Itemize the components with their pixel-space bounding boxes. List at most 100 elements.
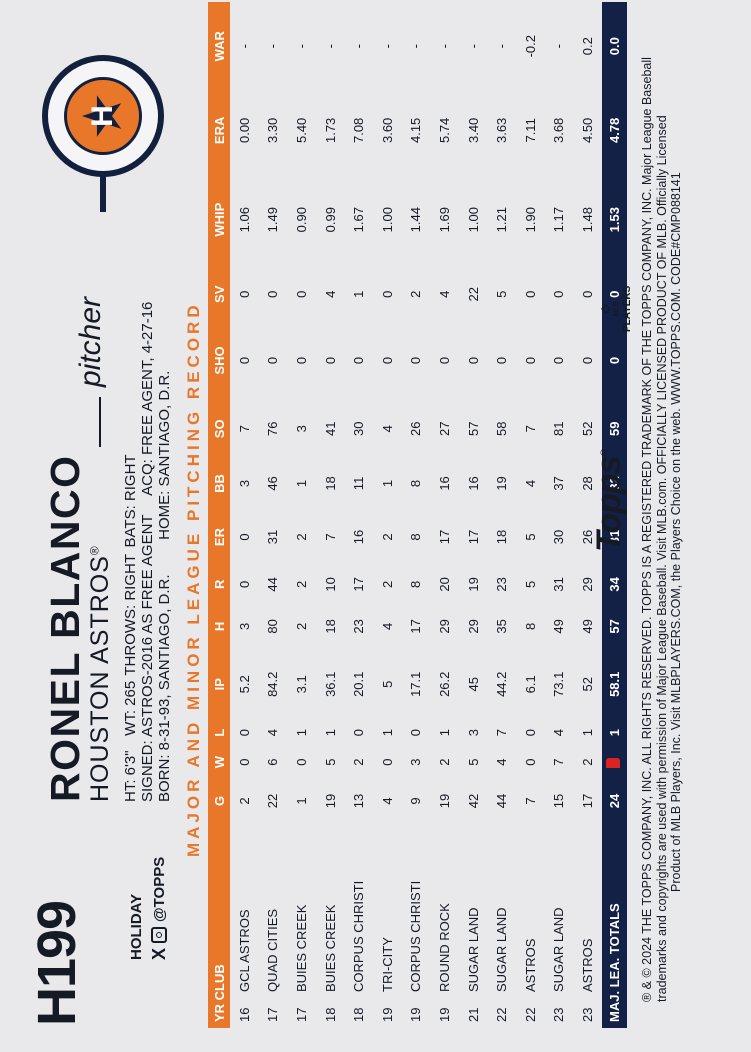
astros-logo: ★ H [42, 55, 164, 177]
cell-w: 5 [465, 758, 481, 766]
team-name: HOUSTON ASTROS [86, 555, 114, 802]
cell-era: 1.73 [322, 117, 338, 144]
cell-g: 22 [265, 793, 281, 809]
cell-er: 0 [236, 533, 252, 541]
cell-club: TRI-CITY [379, 937, 395, 992]
cell-l: 7 [494, 729, 510, 737]
cell-sho: 0 [293, 356, 309, 365]
bio-born: BORN: 8-31-93, SANTIAGO, D.R. [156, 574, 173, 802]
bio-line-1: HT: 6'3" WT: 265 THROWS: RIGHT BATS: RIG… [122, 302, 139, 802]
cell-er: 17 [436, 529, 452, 545]
players-diamond-icon: ◇ [598, 304, 612, 314]
cell-ip: 36.1 [322, 671, 338, 697]
cell-so: 7 [522, 425, 538, 433]
card-number: H199 [27, 900, 87, 1026]
position-dash [99, 397, 101, 447]
cell-sho: 0 [465, 356, 481, 365]
header-ip: IP [208, 647, 230, 722]
cell-club: CORPUS CHRISTI [408, 880, 424, 992]
cell-sho: 0 [265, 356, 281, 365]
cell-sho: 0 [351, 356, 367, 365]
cell-whip: 1.06 [236, 207, 252, 233]
cell-club: SUGAR LAND [551, 907, 567, 992]
cell-h: 23 [351, 619, 367, 634]
cell-sv: 0 [379, 290, 395, 298]
cell-club: BUIES CREEK [293, 904, 309, 992]
instagram-icon [151, 926, 167, 943]
cell-ip: 73.1 [551, 671, 567, 697]
table-row: 22 ASTROS 7 0 0 6.1 8 5 5 4 7 0 0 1.90 7.11 -0.2 [516, 2, 545, 1028]
cell-whip: 1.90 [522, 207, 538, 233]
cell-l: 0 [408, 729, 424, 737]
cell-g: 4 [379, 797, 395, 805]
cell-so: 52 [579, 421, 595, 437]
cell-w: 4 [494, 758, 510, 766]
cell-r: 20 [436, 577, 452, 592]
set-name: HOLIDAY [128, 893, 145, 960]
cell-w: 0 [293, 758, 309, 766]
cell-bb: 46 [265, 476, 281, 491]
header-so: SO [208, 401, 230, 457]
cell-ip: 26.2 [436, 671, 452, 697]
legal-line-1: ® & © 2024 THE TOPPS COMPANY, INC. ALL R… [640, 57, 654, 1002]
cell-so: 27 [436, 421, 452, 437]
cell-so: 58 [494, 421, 510, 437]
cell-sho: 0 [522, 356, 538, 365]
h-letter-icon: H [86, 105, 119, 127]
cell-sv: 4 [436, 290, 452, 298]
bio-line-2: SIGNED: ASTROS-2016 AS FREE AGENT ACQ: F… [139, 302, 156, 802]
cell-war: - [494, 44, 510, 49]
table-row: 21 SUGAR LAND 42 5 3 45 29 19 17 16 57 0 22 1.00 3.40 - [459, 2, 488, 1028]
cell-era: 3.30 [265, 117, 281, 144]
bio-weight: WT: 265 [122, 680, 139, 736]
cell-w: 7 [551, 758, 567, 766]
header-sv: SV [208, 269, 230, 320]
cell-so: 57 [465, 421, 481, 437]
bio-throws: THROWS: RIGHT [122, 554, 139, 676]
cell-w: 6 [265, 758, 281, 766]
cell-ip: 5 [379, 680, 395, 688]
header-g: G [208, 779, 230, 822]
cell-yr: 23 [579, 1007, 595, 1022]
cell-r: 29 [579, 577, 595, 592]
legal-line-2: trademarks and copyrights are used with … [654, 115, 669, 1002]
cell-whip: 1.00 [379, 207, 395, 233]
cell-whip: 1.69 [436, 207, 452, 233]
header-bb: BB [208, 456, 230, 511]
cell-whip: 1.17 [551, 207, 567, 233]
cell-r: 17 [351, 577, 367, 592]
cell-l: 0 [351, 729, 367, 737]
cell-h: 29 [436, 619, 452, 634]
cell-era: 5.40 [293, 117, 309, 144]
bio-height: HT: 6'3" [122, 750, 139, 802]
cell-club: GCL ASTROS [236, 909, 252, 992]
cell-ip: 6.1 [522, 675, 538, 694]
cell-l: 1 [379, 729, 395, 737]
cell-bb: 11 [351, 476, 367, 491]
totals-cell-war: 0.0 [601, 2, 627, 91]
cell-bb: 3 [236, 479, 252, 488]
cell-ip: 84.2 [265, 671, 281, 697]
cell-era: 4.50 [579, 117, 595, 144]
cell-club: ASTROS [522, 938, 538, 992]
header-er: ER [208, 510, 230, 564]
cell-h: 2 [293, 622, 309, 631]
cell-w: 2 [579, 758, 595, 766]
table-body: 16 GCL ASTROS 2 0 0 5.2 3 0 0 3 7 0 0 1.06 0.00-17 QUAD… [230, 2, 627, 1028]
table-row: 19 ROUND ROCK 19 2 1 26.2 29 20 17 16 27 0 4 1.69 5.74… [430, 2, 459, 1028]
cell-yr: 18 [351, 1007, 367, 1022]
cell-l: 0 [236, 729, 252, 737]
table-row: 18 CORPUS CHRISTI 13 2 0 20.1 23 17 16 11 30 0 1 1.67… [344, 2, 373, 1028]
cell-club: ASTROS [579, 938, 595, 992]
cell-er: 2 [293, 533, 309, 541]
cell-yr: 22 [494, 1007, 510, 1022]
cell-sho: 0 [408, 356, 424, 365]
cell-era: 3.40 [465, 117, 481, 144]
bio-block: HT: 6'3" WT: 265 THROWS: RIGHT BATS: RIG… [122, 302, 173, 802]
social-handle-row: X @TOPPS [149, 857, 169, 960]
cell-g: 17 [579, 793, 595, 809]
cell-club: QUAD CITIES [265, 908, 281, 992]
cell-r: 8 [408, 580, 424, 588]
cell-war: - [351, 44, 367, 49]
